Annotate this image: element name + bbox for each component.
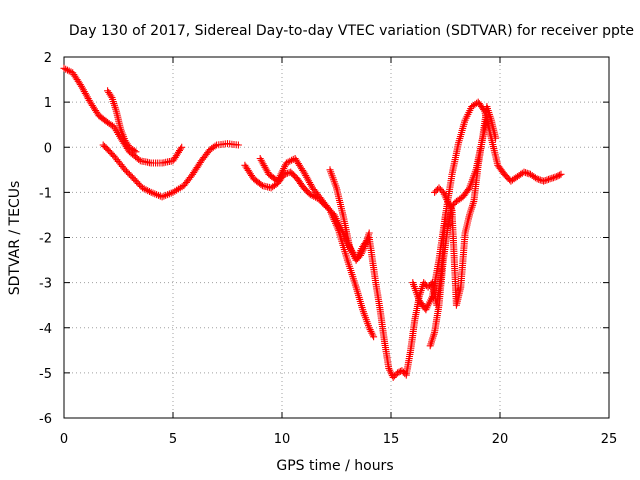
data-point: [436, 185, 444, 193]
data-point: [135, 156, 143, 163]
series-9: [431, 116, 491, 309]
data-point: [553, 173, 561, 181]
data-point: [543, 176, 551, 184]
data-point: [435, 184, 443, 192]
data-point: [134, 179, 142, 187]
data-point: [426, 342, 434, 350]
data-point: [557, 170, 565, 178]
y-tick-label: -5: [39, 367, 52, 382]
grid-lines: [64, 57, 609, 418]
data-point: [128, 173, 136, 181]
x-tick-label: 0: [60, 432, 68, 447]
data-point: [548, 174, 556, 182]
data-point: [234, 141, 242, 149]
data-point: [492, 134, 500, 142]
y-axis-label: SDTVAR / TECUs: [7, 181, 23, 296]
data-point: [431, 188, 439, 196]
plot-frame: [63, 56, 610, 419]
series-5: [256, 155, 378, 341]
data-point: [523, 169, 531, 177]
data-points: [60, 64, 565, 381]
y-tick-label: -2: [39, 232, 52, 247]
data-point: [483, 116, 491, 124]
data-point: [124, 169, 132, 177]
data-point: [146, 188, 153, 195]
y-tick-label: 0: [44, 141, 52, 156]
series-2: [99, 140, 242, 201]
data-point: [178, 143, 186, 151]
chart-title: Day 130 of 2017, Sidereal Day-to-day VTE…: [69, 23, 634, 39]
data-point: [133, 178, 141, 186]
data-point: [391, 372, 399, 380]
data-point: [394, 369, 401, 377]
data-point: [127, 172, 135, 180]
data-point: [535, 175, 543, 183]
data-point: [420, 279, 428, 287]
y-tick-label: 2: [44, 51, 52, 66]
data-point: [522, 169, 530, 177]
data-point: [389, 373, 397, 381]
series-3: [104, 87, 140, 156]
data-point: [531, 174, 539, 182]
data-point: [130, 175, 138, 183]
y-tick-label: 1: [44, 96, 52, 111]
data-point: [540, 177, 548, 185]
data-point: [136, 181, 144, 189]
tick-labels: 0 5 10 15 20 25 -6 -5 -4 -3 -2 -1 0 1 2: [39, 51, 617, 447]
data-point: [107, 92, 115, 100]
data-point: [121, 166, 129, 174]
data-point: [257, 181, 265, 188]
series-1: [60, 64, 186, 167]
x-tick-label: 20: [492, 432, 509, 447]
data-point: [556, 171, 564, 179]
data-point: [125, 170, 133, 178]
x-tick-label: 10: [274, 432, 291, 447]
data-point: [132, 148, 140, 156]
data-point: [549, 174, 557, 182]
data-point: [554, 172, 562, 180]
series-7: [409, 98, 565, 314]
data-point: [370, 333, 378, 341]
data-point: [545, 175, 552, 183]
data-point: [428, 336, 436, 344]
data-point: [396, 367, 404, 375]
data-point: [131, 176, 139, 184]
series-8: [426, 103, 500, 350]
x-tick-label: 25: [601, 432, 618, 447]
x-axis-label: GPS time / hours: [276, 458, 393, 474]
y-tick-label: -6: [39, 412, 52, 427]
data-point: [399, 368, 407, 376]
x-tick-label: 15: [383, 432, 400, 447]
data-point: [130, 147, 138, 155]
y-tick-label: -1: [39, 186, 52, 201]
y-tick-label: -3: [39, 277, 52, 292]
data-point: [123, 167, 130, 175]
x-tick-label: 5: [169, 432, 177, 447]
data-point: [533, 175, 541, 183]
data-point: [177, 145, 185, 153]
y-tick-label: -4: [39, 322, 52, 337]
data-point: [211, 142, 219, 150]
